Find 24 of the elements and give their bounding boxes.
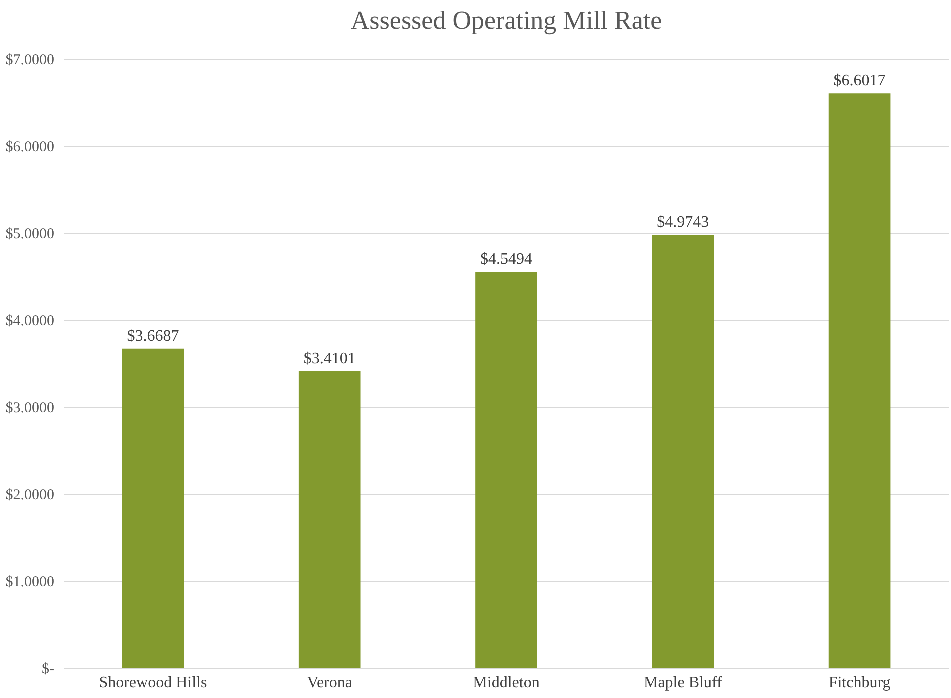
y-tick-label: $2.0000 [6,488,54,504]
x-tick-label: Shorewood Hills [99,674,208,692]
x-tick-label: Fitchburg [828,674,891,692]
bar [122,348,184,668]
y-tick-label: $7.0000 [6,52,54,68]
y-tick-label: $4.0000 [6,314,54,330]
data-label: $3.6687 [127,328,180,345]
y-tick-label: $3.0000 [6,400,54,416]
data-label: $4.9743 [657,214,710,232]
x-tick-label: Maple Bluff [644,674,723,692]
bar [476,272,538,668]
bar [298,371,361,668]
data-label: $6.6017 [834,72,886,90]
y-tick-label: $5.0000 [6,226,54,242]
x-tick-label: Verona [307,674,353,692]
y-tick-label: $6.0000 [6,140,54,156]
y-tick-label: $1.0000 [6,574,54,590]
data-label: $4.5494 [480,251,532,268]
y-tick-label: $- [42,662,54,678]
bar [652,235,714,668]
bar [828,94,891,668]
data-label: $3.4101 [304,350,356,368]
chart-title: Assessed Operating Mill Rate [350,6,662,35]
x-tick-label: Middleton [473,674,540,692]
